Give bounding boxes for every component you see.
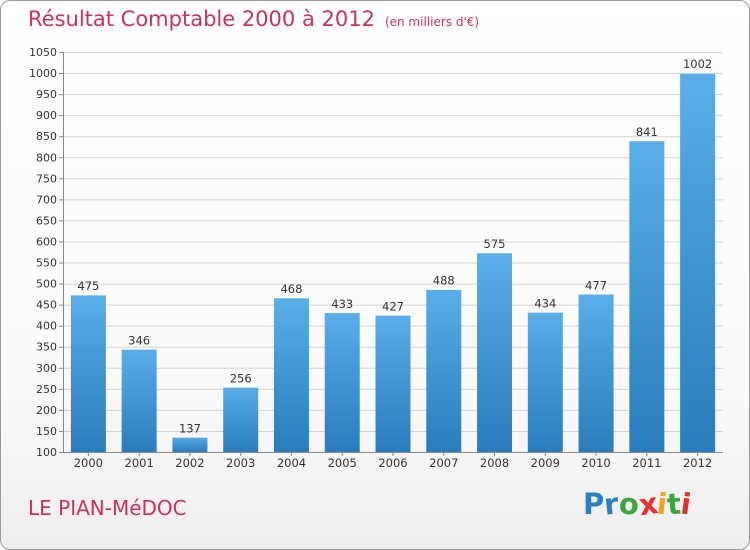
y-tick-label: 950 (36, 88, 57, 101)
y-tick-label: 150 (36, 425, 57, 438)
y-tick-label: 400 (36, 320, 57, 333)
bar-value-label: 137 (179, 421, 201, 435)
bar (375, 314, 411, 452)
bar-value-label: 475 (77, 279, 99, 293)
y-tick-label: 600 (36, 235, 57, 248)
x-tick-label: 2000 (74, 456, 103, 470)
x-tick-label: 2006 (378, 456, 407, 470)
x-tick-label: 2008 (480, 456, 509, 470)
bar-value-label: 434 (534, 296, 556, 310)
bar (629, 140, 665, 452)
bar (121, 348, 157, 452)
bar (527, 311, 563, 452)
y-tick-label: 850 (36, 130, 57, 143)
y-tick-label: 100 (36, 446, 57, 459)
y-tick-label: 250 (36, 383, 57, 396)
proxiti-logo[interactable]: Proxiti (583, 486, 693, 522)
x-tick-label: 2012 (683, 456, 712, 470)
bar-value-label: 488 (433, 274, 455, 288)
logo-letter: P (583, 487, 605, 521)
bar-value-label: 427 (382, 299, 404, 313)
commune-name: LE PIAN-MéDOC (28, 496, 187, 520)
y-tick-label: 500 (36, 278, 57, 291)
bar (680, 72, 716, 453)
x-tick-label: 2004 (277, 456, 306, 470)
bar-value-label: 575 (484, 237, 506, 251)
y-tick-label: 550 (36, 257, 57, 270)
bar-value-label: 256 (230, 371, 252, 385)
chart-subtitle: (en milliers d'€) (384, 15, 480, 29)
bar-value-label: 1002 (683, 57, 712, 71)
bar-value-label: 477 (585, 278, 607, 292)
x-tick-label: 2001 (125, 456, 154, 470)
x-tick-label: 2003 (226, 456, 255, 470)
y-tick-label: 300 (36, 362, 57, 375)
x-tick-label: 2005 (328, 456, 357, 470)
y-tick-label: 1050 (29, 46, 57, 59)
bar (70, 294, 106, 452)
bar (477, 252, 513, 452)
y-tick-label: 700 (36, 193, 57, 206)
chart-title-block: Résultat Comptable 2000 à 2012 (en millie… (28, 7, 479, 31)
y-tick-label: 650 (36, 214, 57, 227)
x-tick-label: 2007 (429, 456, 458, 470)
y-tick-label: 800 (36, 151, 57, 164)
y-tick-label: 900 (36, 109, 57, 122)
bar (172, 436, 208, 452)
bar (223, 386, 259, 452)
chart-title: Résultat Comptable 2000 à 2012 (28, 7, 375, 31)
y-tick-label: 200 (36, 404, 57, 417)
bar-value-label: 433 (331, 297, 353, 311)
bar (324, 311, 360, 452)
bar (426, 288, 462, 452)
y-tick-label: 1000 (29, 67, 57, 80)
bar-value-label: 346 (128, 333, 150, 347)
x-tick-label: 2011 (632, 456, 661, 470)
x-tick-label: 2009 (531, 456, 560, 470)
y-tick-label: 450 (36, 299, 57, 312)
y-tick-label: 350 (36, 341, 57, 354)
x-tick-label: 2010 (581, 456, 610, 470)
y-tick-label: 750 (36, 172, 57, 185)
bar (578, 293, 614, 452)
bar-value-label: 468 (280, 282, 302, 296)
x-tick-label: 2002 (175, 456, 204, 470)
bar (273, 297, 309, 452)
bar-value-label: 841 (636, 125, 658, 139)
